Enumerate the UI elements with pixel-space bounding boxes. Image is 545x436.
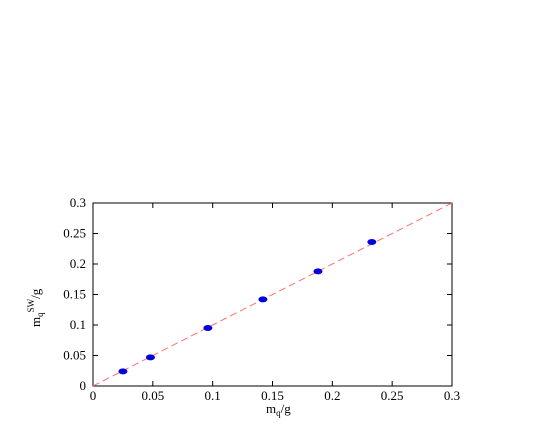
y-axis-label-sup: SW [26,298,36,312]
series-layer [92,202,453,387]
x-axis-label-rest: /g [281,401,292,416]
y-tick-label: 0.2 [70,256,86,271]
y-tick-label: 0 [80,378,87,393]
data-point [145,354,155,361]
y-axis-label-main: m [28,317,43,327]
data-point [258,296,268,303]
data-point [118,368,128,375]
y-axis-label-rest: /g [28,288,43,299]
y-tick-label: 0.05 [63,348,86,363]
data-point [313,268,323,275]
data-point [367,239,377,246]
x-tick-label: 0.3 [444,388,460,403]
y-axis-label-sub: q [35,312,45,317]
y-tick-label: 0.25 [63,226,86,241]
x-tick-label: 0 [90,388,97,403]
y-tick-label: 0.1 [70,317,86,332]
y-tick-label: 0.3 [70,195,86,210]
x-tick-label: 0.15 [261,388,284,403]
x-tick-label: 0.1 [205,388,221,403]
x-tick-label: 0.05 [141,388,164,403]
ticks [93,203,452,386]
x-axis-label-main: m [266,401,276,416]
x-axis-label-sub: q [276,408,281,418]
y-axis-label: mqSW/g [26,288,45,327]
tick-labels: 0 0.05 0.1 0.15 0.2 0.25 0.3 0 0.05 0.1 0.15 0.2 0.2… [63,195,460,403]
data-point [203,325,213,332]
x-tick-label: 0.2 [324,388,340,403]
x-axis-label: mq/g [266,401,291,418]
y-tick-label: 0.15 [63,287,86,302]
x-tick-label: 0.25 [381,388,404,403]
